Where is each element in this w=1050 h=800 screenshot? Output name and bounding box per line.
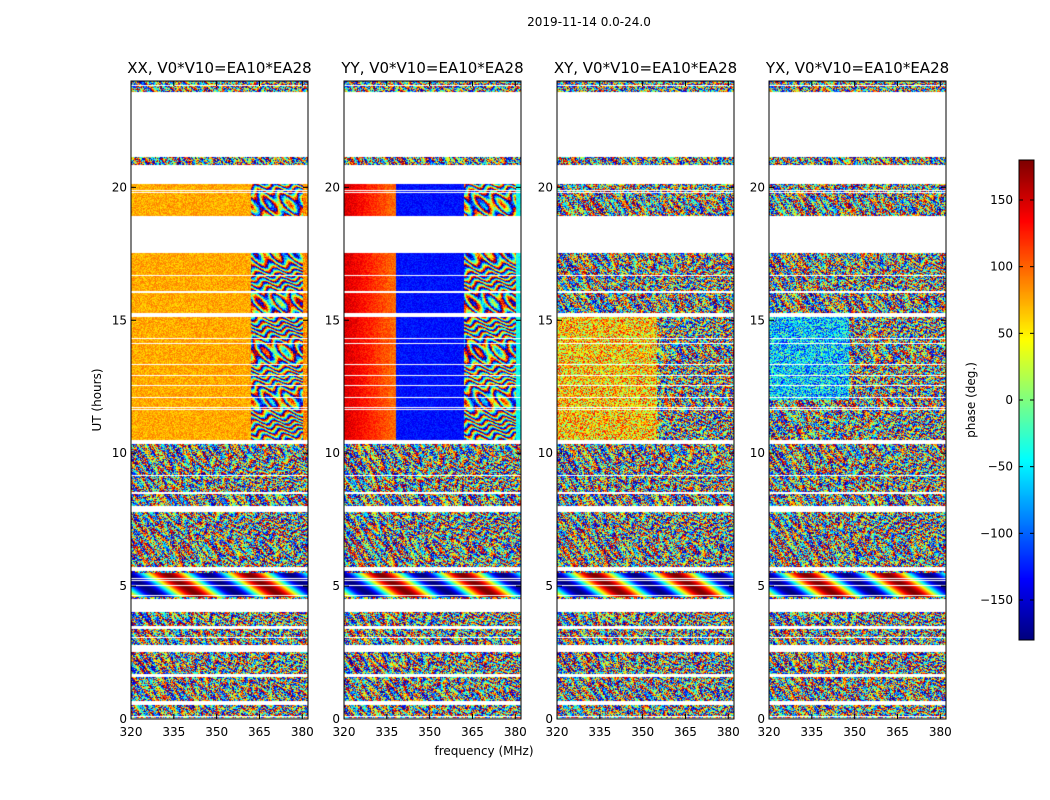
x-tick-label: 365 [461, 725, 484, 739]
x-axis-label: frequency (MHz) [434, 744, 533, 758]
colorbar-tick-label: −100 [980, 526, 1013, 540]
x-tick-label: 350 [843, 725, 866, 739]
y-tick-label: 15 [112, 313, 127, 327]
colorbar-label: phase (deg.) [964, 362, 978, 438]
x-tick-label: 320 [758, 725, 781, 739]
panel-title: YY, V0*V10=EA10*EA28 [340, 59, 523, 77]
y-axis-label: UT (hours) [90, 368, 104, 431]
y-tick-label: 20 [750, 180, 765, 194]
y-tick-label: 20 [112, 180, 127, 194]
panel-yy: YY, V0*V10=EA10*EA28 320 335 350 365 380 0 5 10 1… [325, 59, 527, 739]
y-tick-label: 0 [757, 712, 765, 726]
colorbar-tick-label: 50 [998, 326, 1013, 340]
y-tick-label: 5 [545, 579, 553, 593]
x-tick-label: 365 [248, 725, 271, 739]
x-tick-label: 320 [333, 725, 356, 739]
y-tick-label: 20 [325, 180, 340, 194]
y-tick-label: 10 [112, 446, 127, 460]
x-tick-label: 335 [588, 725, 611, 739]
figure-suptitle: 2019-11-14 0.0-24.0 [527, 15, 651, 29]
x-tick-label: 350 [205, 725, 228, 739]
y-tick-label: 15 [325, 313, 340, 327]
phase-image-yy [344, 81, 521, 719]
y-tick-label: 5 [119, 579, 127, 593]
x-tick-label: 350 [631, 725, 654, 739]
x-tick-label: 335 [375, 725, 398, 739]
panel-frame [343, 80, 522, 720]
phase-image-yx [769, 81, 946, 719]
x-tick-label: 365 [886, 725, 909, 739]
x-tick-label: 380 [291, 725, 314, 739]
phase-image-xx [131, 81, 308, 719]
y-tick-label: 0 [332, 712, 340, 726]
panel-title: YX, V0*V10=EA10*EA28 [765, 59, 949, 77]
x-tick-label: 380 [929, 725, 952, 739]
x-tick-label: 380 [717, 725, 740, 739]
x-tick-label: 380 [504, 725, 527, 739]
colorbar: 150 100 50 0 −50 −100 −150 [980, 159, 1035, 641]
x-tick-label: 350 [418, 725, 441, 739]
y-tick-label: 5 [332, 579, 340, 593]
colorbar-tick-label: 0 [1005, 393, 1013, 407]
x-tick-label: 335 [800, 725, 823, 739]
panel-xx: XX, V0*V10=EA10*EA28 320 335 350 365 380 0 5 10 1… [112, 59, 314, 739]
panels: XX, V0*V10=EA10*EA28 320 335 350 365 380 0 5 10 1… [112, 59, 952, 739]
panel-frame [768, 80, 947, 720]
panel-title: XX, V0*V10=EA10*EA28 [127, 59, 311, 77]
y-tick-label: 15 [750, 313, 765, 327]
colorbar-gradient [1019, 160, 1034, 640]
colorbar-tick-label: −50 [988, 460, 1013, 474]
y-tick-label: 10 [538, 446, 553, 460]
y-tick-label: 15 [538, 313, 553, 327]
y-tick-label: 20 [538, 180, 553, 194]
y-tick-label: 0 [119, 712, 127, 726]
y-tick-label: 0 [545, 712, 553, 726]
y-tick-label: 5 [757, 579, 765, 593]
colorbar-tick-label: 150 [990, 193, 1013, 207]
panel-xy: XY, V0*V10=EA10*EA28 320 335 350 365 380 0 5 10 1… [538, 59, 740, 739]
x-tick-label: 365 [674, 725, 697, 739]
x-tick-label: 335 [162, 725, 185, 739]
y-tick-label: 10 [750, 446, 765, 460]
colorbar-tick-label: −150 [980, 593, 1013, 607]
panel-frame [556, 80, 735, 720]
y-tick-label: 10 [325, 446, 340, 460]
panel-frame [130, 80, 309, 720]
phase-image-xy [557, 81, 734, 719]
panel-yx: YX, V0*V10=EA10*EA28 320 335 350 365 380 0 5 10 1… [750, 59, 952, 739]
x-tick-label: 320 [546, 725, 569, 739]
x-tick-label: 320 [120, 725, 143, 739]
colorbar-tick-label: 100 [990, 260, 1013, 274]
panel-title: XY, V0*V10=EA10*EA28 [554, 59, 737, 77]
